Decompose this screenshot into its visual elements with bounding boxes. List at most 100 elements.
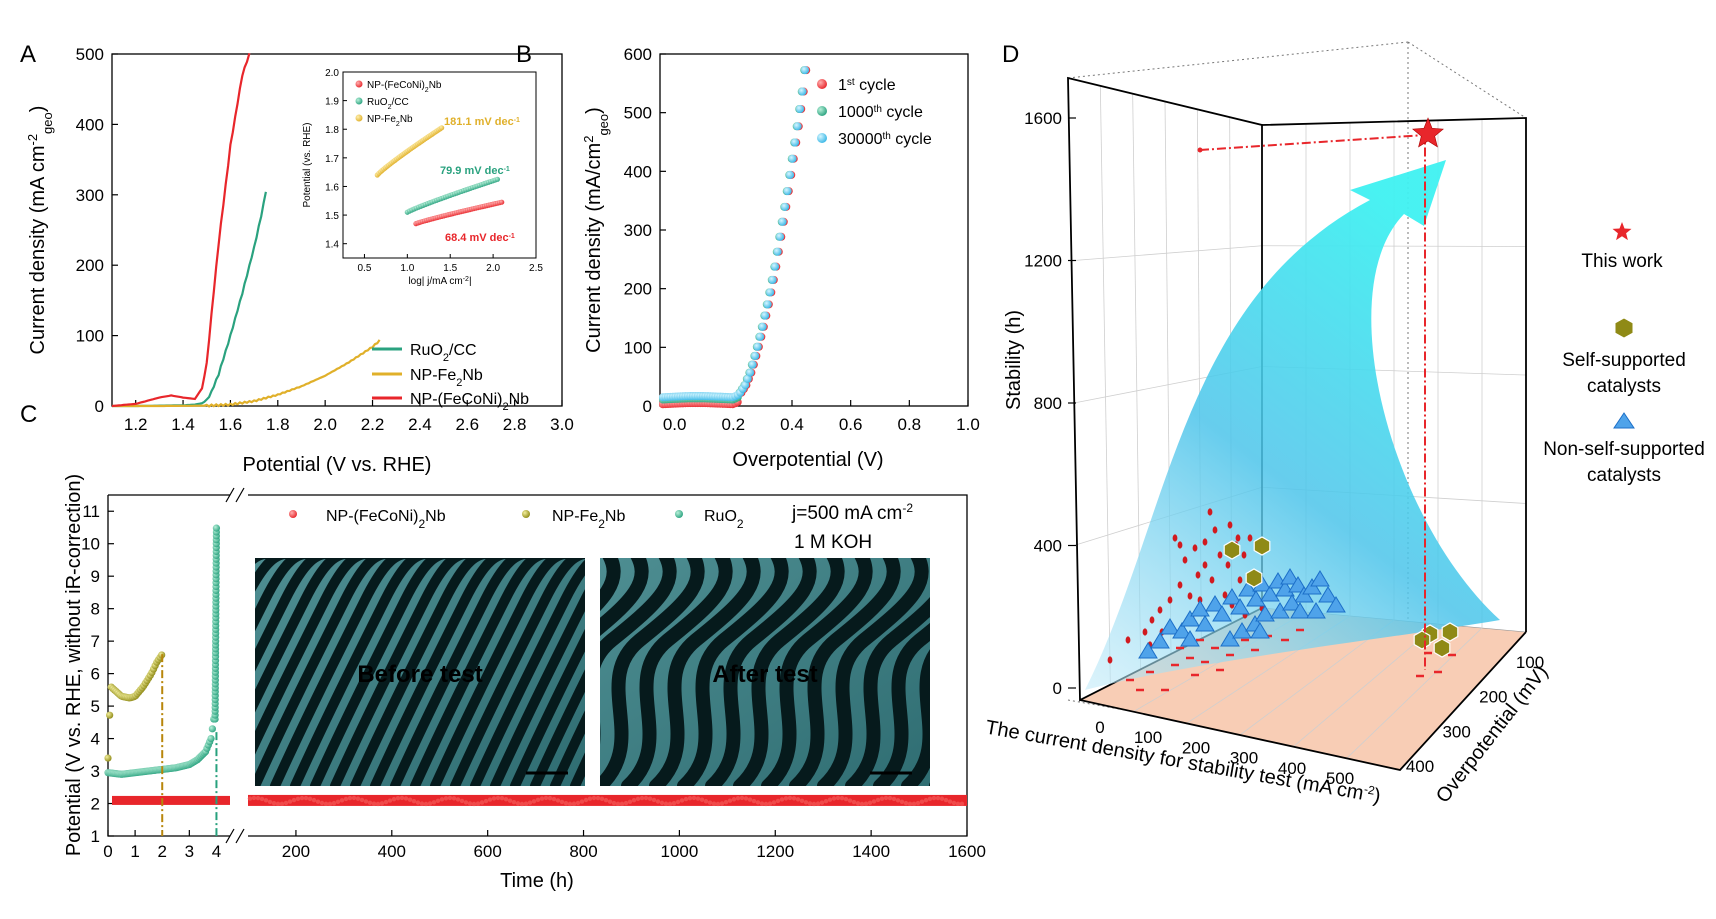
d-point-non-self-supported [1250, 622, 1270, 639]
c-point-feconi [315, 799, 321, 804]
c-point-feconi [611, 800, 617, 806]
sem-stripe [350, 558, 491, 786]
c-point-feconi [531, 799, 537, 804]
c-y-tick-label: 8 [91, 600, 100, 619]
sem-stripe [677, 558, 789, 786]
panel-a-legend: RuO2/CC NP-Fe2Nb NP-(FeCoNi)2Nb [372, 342, 529, 413]
c-point-feconi [591, 795, 597, 801]
a-y-tick-label: 200 [76, 256, 104, 275]
c-point-feconi [619, 801, 625, 807]
legend-dot-30000th [817, 133, 827, 143]
d-point-non-self-supported [1255, 605, 1275, 622]
c-point-feconi [303, 795, 309, 801]
c-point-feconi [763, 801, 769, 807]
c-point-feconi [799, 798, 805, 803]
c-point-feconi [795, 797, 801, 802]
panel-a-frame [111, 53, 563, 407]
d-point-non-self-supported [1230, 598, 1250, 615]
c-point-feconi [643, 795, 649, 801]
c-point-feconi [251, 795, 257, 801]
b-point [796, 105, 805, 113]
inset-point [494, 176, 500, 182]
inset-x-tick-label: 2.5 [529, 263, 543, 274]
c-point-feconi [523, 801, 529, 806]
d-point-non-self-supported [1190, 600, 1210, 617]
c-point-feconi [675, 799, 681, 805]
b-x-tick-label: 0.2 [722, 415, 746, 434]
c-point-feconi [407, 797, 413, 802]
c-point-feconi [911, 801, 917, 807]
sem-stripe [600, 558, 649, 637]
c-point-feconi [403, 796, 409, 801]
c-x-tick-label: 800 [569, 842, 597, 861]
c-point-feconi [775, 798, 781, 804]
c-point-feconi [655, 799, 661, 804]
c-point-feconi [747, 797, 753, 802]
d-x-tick-label: 500 [1326, 769, 1354, 788]
c-point-feconi [735, 796, 741, 801]
c-point-feconi [475, 801, 481, 806]
sem-stripe [845, 596, 930, 786]
c-point-feconi [715, 801, 721, 807]
c-point-feconi [819, 800, 825, 805]
a-x-tick-label: 3.0 [550, 415, 574, 434]
panel-a-inset: 0.5 1.0 1.5 2.0 2.5 1.4 1.5 1.6 1.7 1.8 1.9 2.0 log… [302, 68, 543, 287]
c-point-feconi [311, 797, 317, 803]
b-point [793, 122, 802, 131]
c-point-feconi [695, 796, 701, 801]
c-point-feconi [923, 797, 929, 803]
d-stability-projection [1125, 636, 1131, 644]
d-stability-projection [1182, 556, 1188, 564]
c-point-feconi [451, 796, 457, 801]
d-grid-line [1073, 245, 1263, 261]
c-x-tick-label: 1400 [852, 842, 890, 861]
c-point-feconi [259, 796, 265, 802]
panel-d-chart: 0 400 800 1200 1600 0 100 200 300 400 500 100 200 300… [984, 41, 1705, 808]
c-x-tick-label: 1 [130, 842, 139, 861]
sem-stripe [929, 782, 930, 786]
inset-x-label: log| j/mA cm-2| [408, 276, 471, 288]
c-y-tick-label: 9 [91, 567, 100, 586]
sem-image-before: Before test [255, 558, 585, 786]
d-y-tick-label: 1200 [1024, 252, 1062, 271]
panel-d-bottom-edges [1079, 631, 1527, 771]
sem-label-after: After test [712, 661, 817, 688]
c-point-feconi [615, 801, 621, 807]
c-point-feconi [667, 801, 673, 807]
d-stability-projection [1192, 544, 1198, 552]
sem-stripe [255, 558, 311, 632]
d-point-non-self-supported [1310, 570, 1330, 587]
c-point-feconi [535, 797, 541, 802]
c-point-feconi [731, 797, 737, 802]
c-point-feconi [447, 795, 453, 801]
inset-annotation-fe2nb: 181.1 mV dec-1 [444, 116, 520, 128]
a-x-tick-label: 1.8 [266, 415, 290, 434]
d-point-self-supported [1223, 540, 1241, 560]
sem-stripe [410, 558, 551, 786]
d-stability-projection [1149, 616, 1155, 624]
c-point-feconi [419, 801, 425, 806]
c-point-feconi [863, 801, 869, 806]
c-point-feconi [299, 795, 305, 801]
sem-stripe [761, 558, 873, 786]
c-point-feconi [671, 801, 677, 806]
d-stability-projection [1225, 561, 1231, 569]
c-point-feconi [907, 801, 913, 807]
legend-label-npfe2nb: NP-Fe2Nb [410, 367, 483, 389]
c-point-feconi [563, 801, 569, 806]
c-point-feconi [283, 800, 289, 806]
b-point [791, 138, 800, 147]
b-y-tick-label: 500 [624, 104, 652, 123]
inset-x-tick-label: 2.0 [486, 263, 500, 274]
d-stability-projection [1142, 628, 1148, 636]
legend-dot-1st [817, 79, 827, 89]
c-point-feconi [903, 800, 909, 806]
c-y-tick-label: 1 [91, 827, 100, 846]
d-point-non-self-supported [1306, 602, 1326, 619]
c-point-feconi [439, 797, 445, 802]
d-x-tick-label: 400 [1278, 759, 1306, 778]
a-x-tick-label: 1.4 [171, 415, 195, 434]
d-grid-line [1346, 627, 1483, 759]
axis-break-bottom-2 [235, 828, 245, 844]
d-point-non-self-supported [1280, 568, 1300, 585]
